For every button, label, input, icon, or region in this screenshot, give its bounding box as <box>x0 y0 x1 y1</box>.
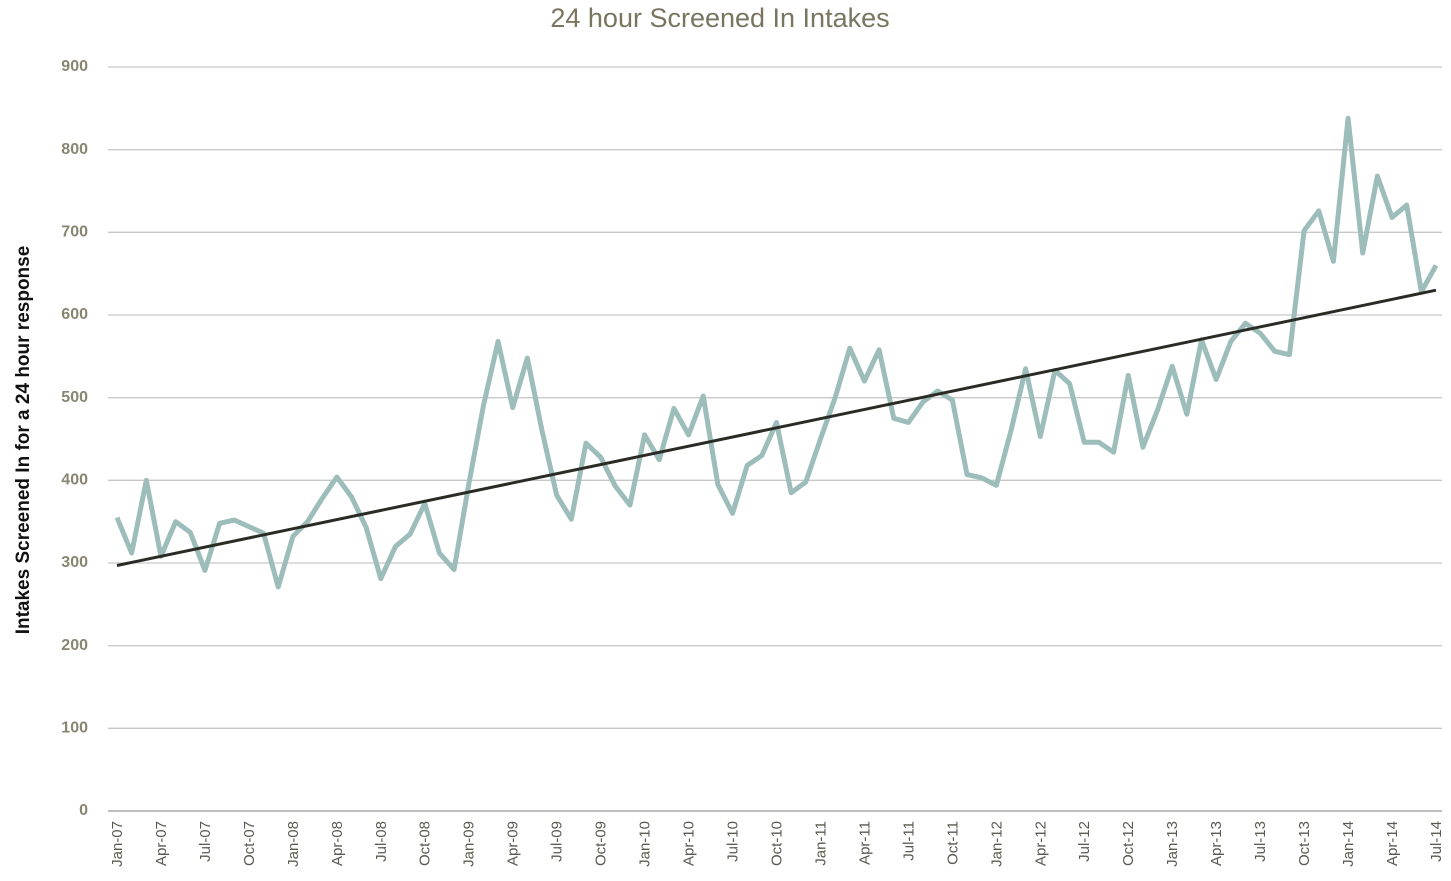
x-tick-label: Jan-11 <box>812 821 829 866</box>
x-tick-label: Apr-09 <box>505 821 522 866</box>
y-tick-label: 900 <box>61 58 88 75</box>
x-tick-label: Oct-12 <box>1120 821 1137 866</box>
x-tick-label: Jan-10 <box>637 821 654 867</box>
x-tick-label: Jan-14 <box>1340 821 1357 867</box>
x-tick-label: Oct-09 <box>593 821 610 866</box>
y-tick-label: 200 <box>61 637 88 654</box>
y-tick-label: 800 <box>61 141 88 158</box>
x-tick-label: Oct-07 <box>241 821 258 866</box>
x-tick-label: Apr-08 <box>329 821 346 866</box>
x-tick-label: Jul-09 <box>549 821 566 862</box>
x-tick-label: Jan-12 <box>988 821 1005 867</box>
x-tick-label: Jan-07 <box>109 821 126 867</box>
y-tick-label: 400 <box>61 472 88 489</box>
x-tick-label: Apr-14 <box>1384 821 1401 866</box>
x-tick-label: Oct-08 <box>417 821 434 866</box>
y-axis-label: Intakes Screened In for a 24 hour respon… <box>13 246 34 635</box>
x-tick-label: Jan-08 <box>285 821 302 867</box>
x-tick-label: Apr-11 <box>856 821 873 865</box>
x-tick-label: Apr-12 <box>1032 821 1049 866</box>
trend-line <box>116 288 1437 567</box>
y-tick-label: 100 <box>61 720 88 737</box>
x-tick-label: Jul-14 <box>1428 821 1445 862</box>
x-tick-label: Jul-11 <box>900 821 917 861</box>
x-tick-label: Jul-07 <box>197 821 214 862</box>
x-tick-label: Jan-09 <box>461 821 478 867</box>
y-tick-label: 300 <box>61 554 88 571</box>
y-tick-label: 600 <box>61 306 88 323</box>
x-tick-label: Oct-13 <box>1296 821 1313 866</box>
x-tick-label: Jul-12 <box>1076 821 1093 862</box>
x-tick-label: Jul-13 <box>1252 821 1269 862</box>
x-tick-label: Apr-07 <box>153 821 170 866</box>
x-tick-label: Apr-10 <box>681 821 698 866</box>
x-tick-label: Oct-11 <box>944 821 961 865</box>
y-tick-label: 0 <box>79 802 88 819</box>
x-tick-label: Jan-13 <box>1164 821 1181 867</box>
x-tick-label: Jul-08 <box>373 821 390 862</box>
chart-title: 24 hour Screened In Intakes <box>550 3 889 33</box>
x-tick-label: Jul-10 <box>725 821 742 862</box>
x-tick-label: Oct-10 <box>768 821 785 866</box>
x-tick-label: Apr-13 <box>1208 821 1225 866</box>
y-tick-label: 500 <box>61 389 88 406</box>
data-line <box>114 115 1439 590</box>
y-tick-label: 700 <box>61 224 88 241</box>
